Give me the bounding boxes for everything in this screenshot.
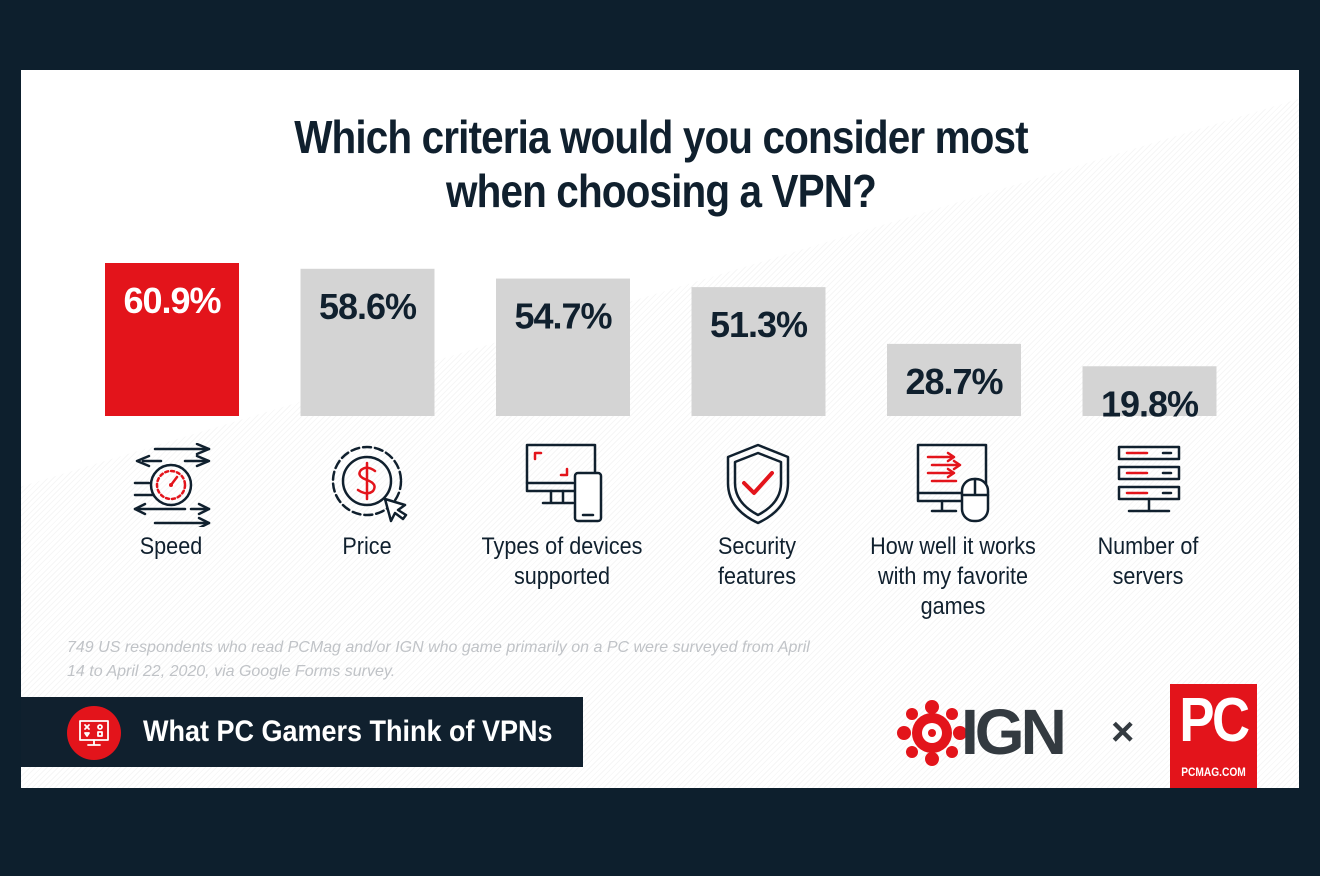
category-label-games: How well it works with my favorite games: [865, 532, 1041, 622]
price-dollar-icon: [325, 443, 409, 527]
bar-value-label-4: 28.7%: [905, 361, 1003, 402]
category-label-line: servers: [1112, 563, 1184, 590]
category-label-line: with my favorite: [877, 563, 1029, 590]
speedometer-icon: [129, 443, 213, 527]
bar-2: [496, 278, 630, 416]
category-label-line: Security: [717, 533, 797, 560]
bar-3: [691, 287, 826, 416]
bar-0: [105, 263, 239, 416]
gaming-pc-icon: [912, 443, 996, 527]
bar-4: [887, 343, 1021, 416]
ign-logo-icon: [897, 700, 967, 766]
category-label-line: supported: [513, 563, 611, 590]
bar-value-label-3: 51.3%: [710, 304, 808, 345]
pcmag-logo-domain: PCMAG.COM: [1181, 765, 1246, 779]
category-label-servers: Number of servers: [1060, 532, 1236, 592]
bar-5: [1082, 366, 1217, 416]
category-label-price: Price: [279, 532, 455, 562]
category-label-line: Types of devices: [481, 533, 643, 560]
pcmag-logo: PC PCMAG.COM: [1170, 684, 1257, 788]
collab-separator: ×: [1111, 710, 1135, 754]
category-label-line: Price: [342, 533, 392, 560]
category-label-line: features: [717, 563, 797, 590]
category-label-speed: Speed: [83, 532, 259, 562]
gaming-monitor-icon: [67, 706, 121, 760]
ign-wordmark: IGN: [961, 696, 1067, 768]
bar-1: [300, 268, 435, 416]
bar-value-label-1: 58.6%: [319, 286, 417, 327]
bar-value-label-5: 19.8%: [1101, 383, 1199, 424]
chart-title: Which criteria would you consider most w…: [294, 111, 1028, 217]
category-label-devices: Types of devices supported: [474, 532, 650, 592]
bar-chart: 60.9% 58.6% 54.7% 51.3% 28.7% 19.8%: [105, 263, 1217, 424]
category-label-line: How well it works: [870, 533, 1036, 560]
banner-title: What PC Gamers Think of VPNs: [143, 715, 553, 748]
category-label-line: games: [920, 593, 986, 620]
bar-value-label-0: 60.9%: [123, 280, 221, 321]
bar-value-label-2: 54.7%: [514, 296, 612, 337]
category-label-line: Speed: [139, 533, 203, 560]
category-label-line: Number of: [1097, 533, 1199, 560]
survey-footnote: 749 US respondents who read PCMag and/or…: [67, 639, 810, 680]
devices-icon: [521, 443, 605, 527]
category-label-security: Security features: [669, 532, 845, 592]
servers-icon: [1107, 443, 1191, 527]
series-banner: What PC Gamers Think of VPNs: [21, 697, 583, 767]
pcmag-logo-text: PC: [1179, 686, 1250, 755]
security-shield-icon: [716, 443, 800, 527]
infographic-card: Which criteria would you consider most w…: [21, 70, 1299, 788]
